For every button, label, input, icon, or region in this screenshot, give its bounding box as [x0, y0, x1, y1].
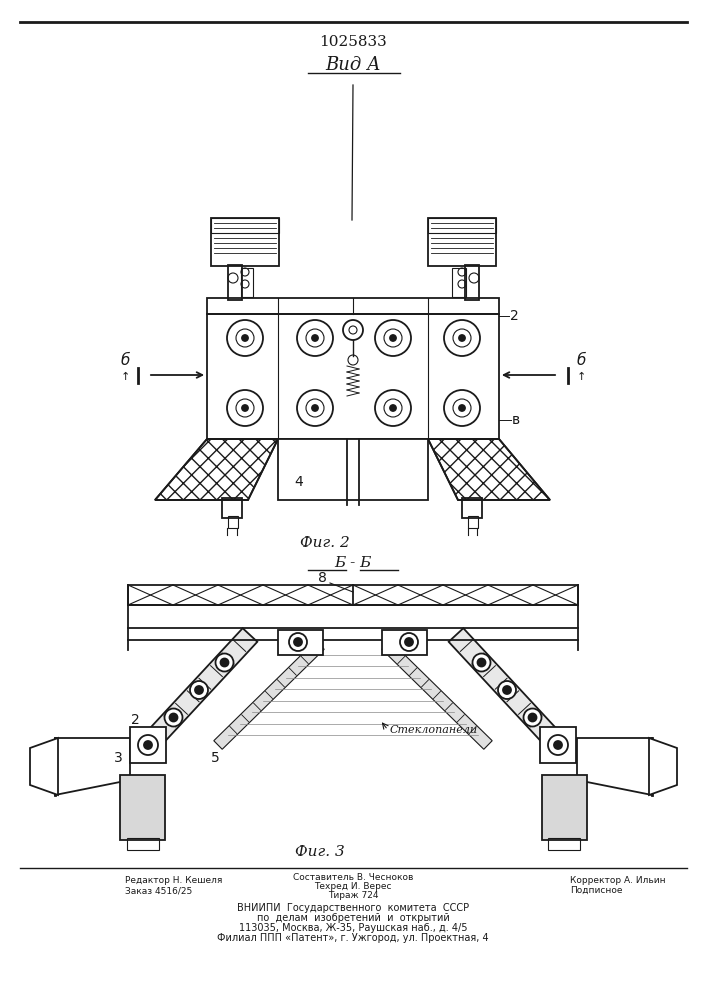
- Bar: [207, 298, 499, 314]
- Text: Стеклопанели: Стеклопанели: [390, 725, 478, 735]
- Polygon shape: [449, 628, 566, 752]
- Text: 8: 8: [317, 571, 327, 585]
- Polygon shape: [649, 738, 677, 795]
- Circle shape: [242, 335, 248, 341]
- Polygon shape: [55, 738, 130, 795]
- Circle shape: [459, 405, 465, 411]
- Circle shape: [170, 714, 177, 722]
- Bar: [211, 218, 279, 266]
- Bar: [452, 268, 466, 297]
- Text: 2: 2: [510, 309, 519, 323]
- Circle shape: [529, 714, 537, 722]
- Text: 2: 2: [131, 713, 139, 727]
- Bar: [278, 439, 428, 500]
- Bar: [228, 516, 238, 528]
- Circle shape: [548, 735, 568, 755]
- Text: Фиг. 2: Фиг. 2: [300, 536, 350, 550]
- Circle shape: [190, 681, 208, 699]
- Bar: [548, 838, 580, 850]
- Circle shape: [312, 335, 318, 341]
- Circle shape: [390, 405, 396, 411]
- Text: Заказ 4516/25: Заказ 4516/25: [125, 886, 192, 895]
- Circle shape: [195, 686, 203, 694]
- Circle shape: [165, 708, 182, 726]
- Circle shape: [498, 681, 516, 699]
- Circle shape: [144, 741, 152, 749]
- Text: Составитель В. Чесноков: Составитель В. Чесноков: [293, 873, 413, 882]
- Bar: [542, 775, 587, 840]
- Text: в: в: [512, 413, 520, 427]
- Text: Тираж 724: Тираж 724: [328, 891, 378, 900]
- Text: Филиал ППП «Патент», г. Ужгород, ул. Проектная, 4: Филиал ППП «Патент», г. Ужгород, ул. Про…: [217, 933, 489, 943]
- Bar: [222, 498, 242, 518]
- Text: Техред И. Верес: Техред И. Верес: [314, 882, 392, 891]
- Text: 5: 5: [211, 751, 219, 765]
- Polygon shape: [382, 641, 492, 749]
- Text: б: б: [576, 353, 585, 368]
- Text: Вид А: Вид А: [325, 56, 381, 74]
- Bar: [540, 727, 576, 763]
- Bar: [241, 268, 253, 297]
- Circle shape: [459, 335, 465, 341]
- Circle shape: [312, 405, 318, 411]
- Bar: [228, 265, 242, 300]
- Bar: [382, 630, 427, 655]
- Bar: [120, 775, 165, 840]
- Bar: [128, 585, 578, 605]
- Circle shape: [221, 658, 228, 666]
- Circle shape: [138, 735, 158, 755]
- Bar: [278, 630, 323, 655]
- Text: ВНИИПИ  Государственного  комитета  СССР: ВНИИПИ Государственного комитета СССР: [237, 903, 469, 913]
- Polygon shape: [577, 738, 652, 795]
- Text: б: б: [120, 353, 129, 368]
- Circle shape: [472, 654, 491, 672]
- Circle shape: [523, 708, 542, 726]
- Circle shape: [554, 741, 562, 749]
- Text: Редактор Н. Кешеля: Редактор Н. Кешеля: [125, 876, 223, 885]
- Text: 4: 4: [294, 475, 303, 489]
- Circle shape: [503, 686, 511, 694]
- Text: 1025833: 1025833: [319, 35, 387, 49]
- Circle shape: [242, 405, 248, 411]
- Circle shape: [216, 654, 233, 672]
- Bar: [462, 498, 482, 518]
- Text: ↑: ↑: [120, 372, 129, 382]
- Bar: [207, 314, 499, 439]
- Bar: [130, 727, 166, 763]
- Text: ↑: ↑: [576, 372, 585, 382]
- Polygon shape: [214, 641, 325, 749]
- Circle shape: [294, 638, 302, 646]
- Circle shape: [390, 335, 396, 341]
- Bar: [211, 218, 279, 233]
- Text: 113035, Москва, Ж-35, Раушская наб., д. 4/5: 113035, Москва, Ж-35, Раушская наб., д. …: [239, 923, 467, 933]
- Circle shape: [405, 638, 413, 646]
- Bar: [127, 838, 159, 850]
- Text: Корректор А. Ильин: Корректор А. Ильин: [570, 876, 665, 885]
- Bar: [428, 218, 496, 233]
- Bar: [465, 265, 479, 300]
- Bar: [428, 218, 496, 266]
- Circle shape: [477, 658, 486, 666]
- Polygon shape: [30, 738, 58, 795]
- Text: Б - Б: Б - Б: [334, 556, 372, 570]
- Text: 3: 3: [114, 751, 122, 765]
- Text: по  делам  изобретений  и  открытий: по делам изобретений и открытий: [257, 913, 450, 923]
- Bar: [468, 516, 478, 528]
- Text: Фиг. 3: Фиг. 3: [295, 845, 345, 859]
- Text: Подписное: Подписное: [570, 886, 622, 895]
- Polygon shape: [141, 628, 257, 752]
